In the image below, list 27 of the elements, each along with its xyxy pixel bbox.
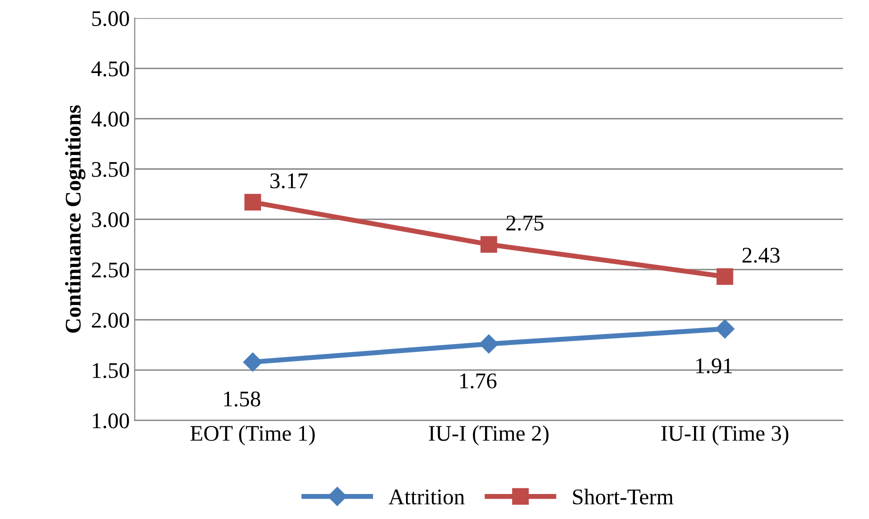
point [480,236,498,253]
y-tick-label: 2.00 [92,312,129,328]
x-tick-label: IU-II (Time 3) [661,425,788,446]
data-label: 1.58 [224,392,260,407]
y-axis-title: Continuance Cognitions [65,105,86,333]
y-tick-label: 3.00 [92,212,129,228]
legend-label: Short-Term [573,488,674,504]
y-tick-label: 3.50 [92,162,129,178]
x-tick-label: IU-I (Time 2) [428,425,549,446]
point [716,268,734,285]
data-label: 1.76 [460,373,496,389]
data-label: 2.43 [742,248,780,263]
data-label: 1.91 [696,358,732,374]
legend-label: Attrition [388,489,465,504]
y-tick-label: 5.00 [92,11,129,26]
y-tick-label: 4.50 [91,61,129,76]
y-tick-label: 1.00 [92,413,129,428]
y-tick-label: 2.50 [92,262,129,278]
point [243,352,262,372]
y-tick-label: 1.50 [92,363,129,378]
data-label: 3.17 [270,173,308,188]
point [715,319,734,338]
point [244,194,262,211]
point [479,334,498,354]
y-tick-label: 4.00 [91,112,129,127]
x-tick-label: EOT (Time 1) [190,425,315,446]
data-label: 2.75 [506,216,544,231]
